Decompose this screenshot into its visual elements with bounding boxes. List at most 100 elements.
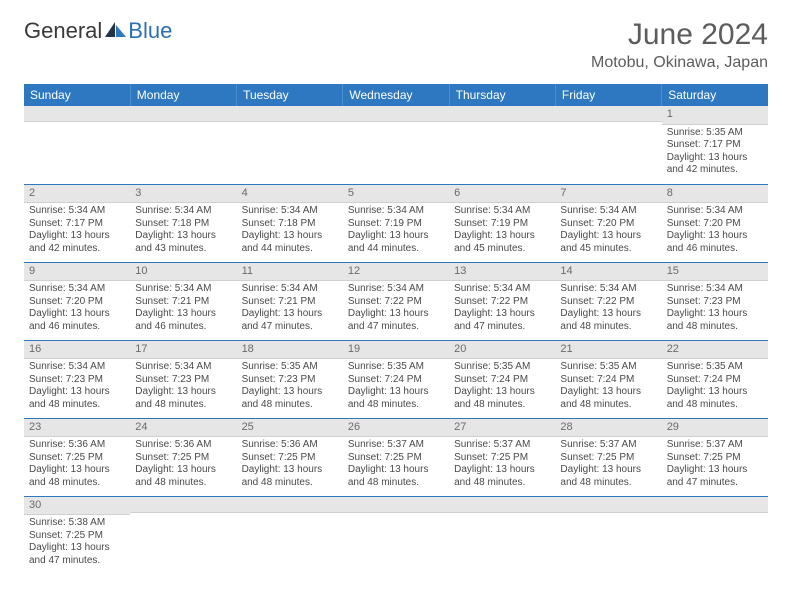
day-line: Sunrise: 5:36 AM bbox=[135, 439, 231, 452]
day-line: Daylight: 13 hours and 48 minutes. bbox=[560, 464, 656, 489]
day-line: Sunrise: 5:34 AM bbox=[29, 283, 125, 296]
day-number bbox=[555, 106, 661, 122]
day-cell: 24Sunrise: 5:36 AMSunset: 7:25 PMDayligh… bbox=[130, 418, 236, 496]
location: Motobu, Okinawa, Japan bbox=[591, 54, 768, 72]
day-line: Sunrise: 5:34 AM bbox=[242, 205, 338, 218]
day-line: Sunset: 7:22 PM bbox=[560, 296, 656, 309]
day-header: Friday bbox=[555, 84, 661, 106]
day-line: Daylight: 13 hours and 42 minutes. bbox=[667, 152, 763, 177]
day-cell: 27Sunrise: 5:37 AMSunset: 7:25 PMDayligh… bbox=[449, 418, 555, 496]
day-body: Sunrise: 5:36 AMSunset: 7:25 PMDaylight:… bbox=[130, 437, 236, 492]
day-body: Sunrise: 5:34 AMSunset: 7:20 PMDaylight:… bbox=[555, 203, 661, 258]
day-line: Sunset: 7:25 PM bbox=[454, 452, 550, 465]
day-body: Sunrise: 5:38 AMSunset: 7:25 PMDaylight:… bbox=[24, 515, 130, 570]
day-line: Daylight: 13 hours and 48 minutes. bbox=[242, 464, 338, 489]
day-line: Sunrise: 5:34 AM bbox=[29, 205, 125, 218]
day-body: Sunrise: 5:35 AMSunset: 7:23 PMDaylight:… bbox=[237, 359, 343, 414]
day-body: Sunrise: 5:34 AMSunset: 7:22 PMDaylight:… bbox=[555, 281, 661, 336]
day-number: 1 bbox=[662, 106, 768, 125]
day-line: Daylight: 13 hours and 44 minutes. bbox=[242, 230, 338, 255]
day-line: Sunset: 7:25 PM bbox=[242, 452, 338, 465]
day-cell: 25Sunrise: 5:36 AMSunset: 7:25 PMDayligh… bbox=[237, 418, 343, 496]
day-body: Sunrise: 5:34 AMSunset: 7:23 PMDaylight:… bbox=[24, 359, 130, 414]
day-cell: 13Sunrise: 5:34 AMSunset: 7:22 PMDayligh… bbox=[449, 262, 555, 340]
day-body: Sunrise: 5:34 AMSunset: 7:17 PMDaylight:… bbox=[24, 203, 130, 258]
day-line: Sunset: 7:17 PM bbox=[29, 218, 125, 231]
day-line: Sunset: 7:23 PM bbox=[29, 374, 125, 387]
day-line: Daylight: 13 hours and 48 minutes. bbox=[348, 386, 444, 411]
day-number: 5 bbox=[343, 185, 449, 204]
day-number: 20 bbox=[449, 341, 555, 360]
day-line: Sunset: 7:22 PM bbox=[454, 296, 550, 309]
day-number: 23 bbox=[24, 419, 130, 438]
day-number: 18 bbox=[237, 341, 343, 360]
day-body: Sunrise: 5:37 AMSunset: 7:25 PMDaylight:… bbox=[343, 437, 449, 492]
empty-cell bbox=[343, 106, 449, 184]
day-number bbox=[237, 497, 343, 513]
day-number bbox=[343, 497, 449, 513]
day-line: Daylight: 13 hours and 48 minutes. bbox=[242, 386, 338, 411]
day-line: Daylight: 13 hours and 48 minutes. bbox=[560, 386, 656, 411]
day-line: Daylight: 13 hours and 48 minutes. bbox=[348, 464, 444, 489]
day-line: Sunset: 7:24 PM bbox=[667, 374, 763, 387]
day-line: Daylight: 13 hours and 48 minutes. bbox=[29, 386, 125, 411]
day-body: Sunrise: 5:35 AMSunset: 7:24 PMDaylight:… bbox=[343, 359, 449, 414]
day-line: Sunrise: 5:34 AM bbox=[348, 283, 444, 296]
day-line: Sunset: 7:25 PM bbox=[348, 452, 444, 465]
day-line: Sunset: 7:25 PM bbox=[29, 452, 125, 465]
day-line: Daylight: 13 hours and 45 minutes. bbox=[454, 230, 550, 255]
day-cell: 7Sunrise: 5:34 AMSunset: 7:20 PMDaylight… bbox=[555, 184, 661, 262]
day-cell: 19Sunrise: 5:35 AMSunset: 7:24 PMDayligh… bbox=[343, 340, 449, 418]
calendar-row: 2Sunrise: 5:34 AMSunset: 7:17 PMDaylight… bbox=[24, 184, 768, 262]
brand-logo: General Blue bbox=[24, 18, 172, 44]
day-line: Sunset: 7:19 PM bbox=[348, 218, 444, 231]
day-number: 4 bbox=[237, 185, 343, 204]
day-line: Sunrise: 5:35 AM bbox=[454, 361, 550, 374]
day-line: Sunset: 7:18 PM bbox=[242, 218, 338, 231]
day-line: Sunset: 7:20 PM bbox=[667, 218, 763, 231]
day-line: Sunrise: 5:34 AM bbox=[667, 283, 763, 296]
day-number: 29 bbox=[662, 419, 768, 438]
day-body: Sunrise: 5:35 AMSunset: 7:24 PMDaylight:… bbox=[449, 359, 555, 414]
day-line: Sunrise: 5:35 AM bbox=[667, 361, 763, 374]
day-number: 22 bbox=[662, 341, 768, 360]
day-line: Daylight: 13 hours and 44 minutes. bbox=[348, 230, 444, 255]
day-number: 21 bbox=[555, 341, 661, 360]
day-line: Daylight: 13 hours and 48 minutes. bbox=[667, 308, 763, 333]
day-line: Sunrise: 5:37 AM bbox=[667, 439, 763, 452]
day-number: 3 bbox=[130, 185, 236, 204]
day-cell: 16Sunrise: 5:34 AMSunset: 7:23 PMDayligh… bbox=[24, 340, 130, 418]
day-number bbox=[130, 497, 236, 513]
day-line: Sunset: 7:25 PM bbox=[560, 452, 656, 465]
day-number: 26 bbox=[343, 419, 449, 438]
day-body: Sunrise: 5:34 AMSunset: 7:20 PMDaylight:… bbox=[662, 203, 768, 258]
day-body: Sunrise: 5:35 AMSunset: 7:24 PMDaylight:… bbox=[555, 359, 661, 414]
day-cell: 5Sunrise: 5:34 AMSunset: 7:19 PMDaylight… bbox=[343, 184, 449, 262]
day-line: Sunset: 7:24 PM bbox=[560, 374, 656, 387]
day-number bbox=[24, 106, 130, 122]
day-header: Wednesday bbox=[343, 84, 449, 106]
empty-cell bbox=[343, 496, 449, 574]
day-cell: 23Sunrise: 5:36 AMSunset: 7:25 PMDayligh… bbox=[24, 418, 130, 496]
day-cell: 11Sunrise: 5:34 AMSunset: 7:21 PMDayligh… bbox=[237, 262, 343, 340]
day-number: 24 bbox=[130, 419, 236, 438]
day-line: Daylight: 13 hours and 47 minutes. bbox=[667, 464, 763, 489]
day-body: Sunrise: 5:35 AMSunset: 7:17 PMDaylight:… bbox=[662, 125, 768, 180]
header: General Blue June 2024 Motobu, Okinawa, … bbox=[24, 18, 768, 72]
day-line: Sunset: 7:24 PM bbox=[454, 374, 550, 387]
empty-cell bbox=[237, 106, 343, 184]
day-line: Sunrise: 5:34 AM bbox=[135, 205, 231, 218]
day-cell: 10Sunrise: 5:34 AMSunset: 7:21 PMDayligh… bbox=[130, 262, 236, 340]
day-body: Sunrise: 5:37 AMSunset: 7:25 PMDaylight:… bbox=[662, 437, 768, 492]
brand-part2: Blue bbox=[128, 18, 172, 44]
day-line: Sunset: 7:25 PM bbox=[667, 452, 763, 465]
day-cell: 4Sunrise: 5:34 AMSunset: 7:18 PMDaylight… bbox=[237, 184, 343, 262]
day-line: Daylight: 13 hours and 47 minutes. bbox=[348, 308, 444, 333]
day-line: Sunrise: 5:37 AM bbox=[454, 439, 550, 452]
day-line: Daylight: 13 hours and 46 minutes. bbox=[135, 308, 231, 333]
empty-cell bbox=[449, 106, 555, 184]
day-number: 15 bbox=[662, 263, 768, 282]
day-line: Sunset: 7:18 PM bbox=[135, 218, 231, 231]
day-line: Sunrise: 5:34 AM bbox=[560, 205, 656, 218]
day-line: Sunset: 7:20 PM bbox=[560, 218, 656, 231]
